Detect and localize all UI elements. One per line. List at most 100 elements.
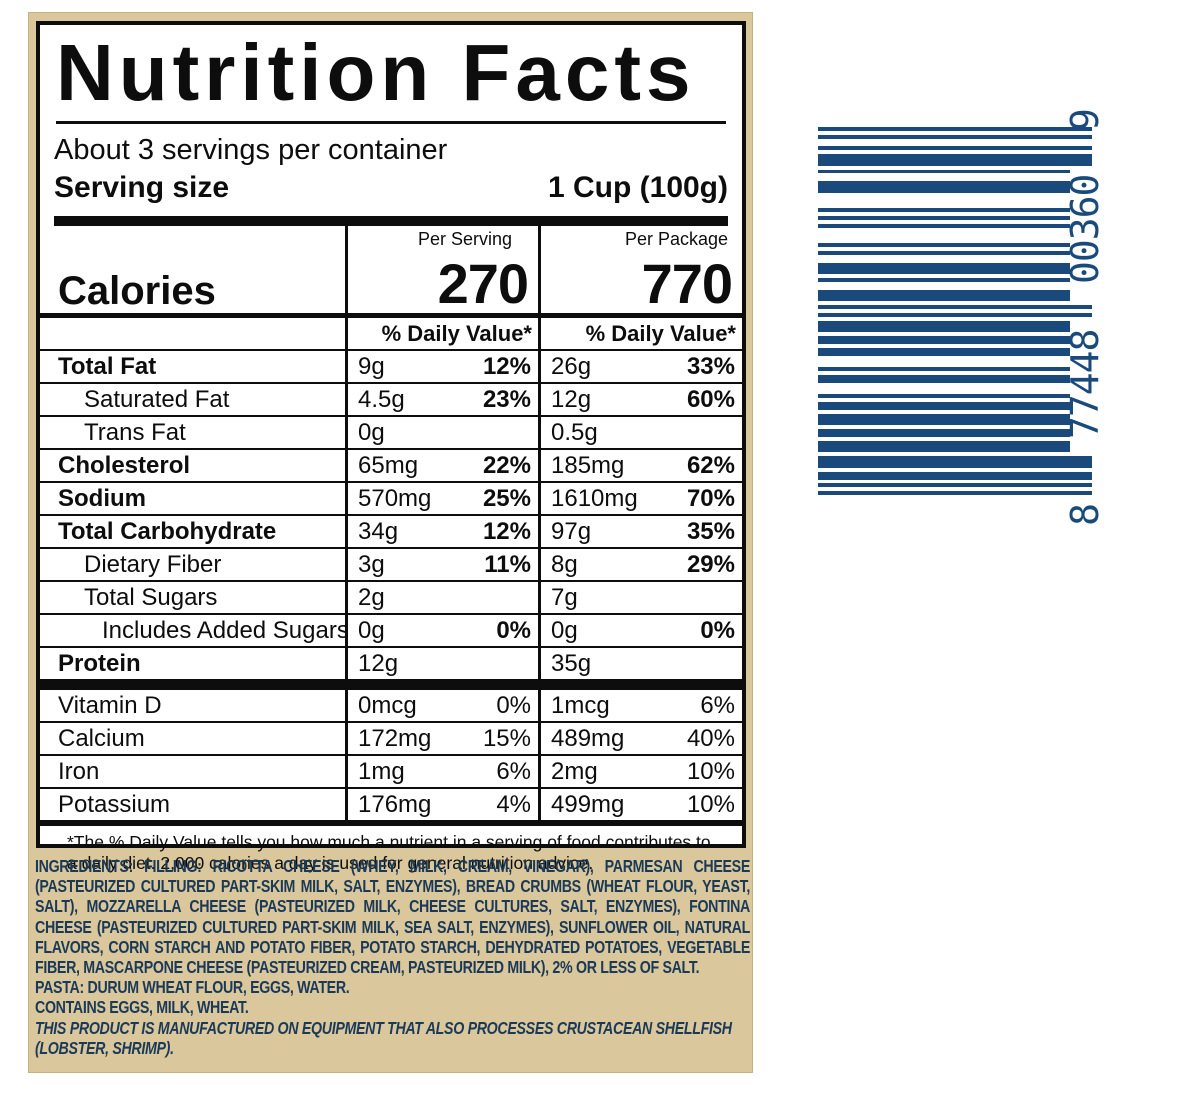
barcode-bar [818,429,1070,437]
ingredients-heading: INGREDIENTS: [35,856,134,876]
barcode-bar [818,440,1070,453]
barcode-bar [818,216,1070,220]
per-package-header: Per Package [624,229,728,249]
amount-value: 97g [551,517,592,545]
daily-value-percent: 22% [482,451,531,479]
ingredients-section: INGREDIENTS: FILLING: RICOTTA CHEESE (WH… [35,856,750,1058]
barcode-bar [818,471,1092,480]
amount-cell: 4.5g 23% [345,384,538,415]
barcode-bar [818,289,1070,302]
nutrient-label: Sodium [58,484,146,512]
vitamin-rows: Vitamin D 0mcg 0% 1mcg 6% Calcium 172mg 15% 489m… [40,690,742,820]
nutrient-label: Iron [58,757,100,785]
nutrition-facts-panel: Nutrition Facts About 3 servings per con… [36,21,746,873]
daily-value-header-package: % Daily Value* [585,320,736,346]
barcode-bar [818,491,1092,495]
barcode-bar [818,146,1092,151]
amount-value: 8g [551,550,578,578]
amount-cell: 185mg 62% [538,450,742,481]
vitamin-row: Vitamin D 0mcg 0% 1mcg 6% [40,690,742,723]
nutrient-label: Potassium [58,790,171,818]
vitamin-row: Potassium 176mg 4% 499mg 10% [40,789,742,820]
amount-value: 0mcg [358,691,417,719]
nutrient-table: Per Serving Per Package Calories 270 770… [40,226,742,826]
nutrient-label: Total Fat [58,352,157,380]
nutrient-row: Protein 12g 35g [40,648,742,679]
amount-cell: 499mg 10% [538,789,742,820]
daily-value-percent: 62% [686,451,735,479]
nutrient-row: Total Sugars 2g 7g [40,582,742,615]
amount-value: 0.5g [551,418,598,446]
daily-value-percent: 29% [686,550,735,578]
daily-value-percent: 12% [482,517,531,545]
barcode-bar [818,336,1070,344]
nutrient-rows: Total Fat 9g 12% 26g 33% Saturated Fat 4.5g 23%… [40,351,742,679]
amount-cell: 8g 29% [538,549,742,580]
footnote-line-2: a daily diet. 2,000 calories a day is us… [67,853,594,873]
column-divider-1 [345,226,348,820]
nutrient-label: Calcium [58,724,145,752]
nutrient-row: Saturated Fat 4.5g 23% 12g 60% [40,384,742,417]
upc-barcode: 8 77448 00360 9 [813,85,1107,555]
amount-value: 0g [358,616,385,644]
amount-value: 12g [358,649,399,677]
nutrient-label: Dietary Fiber [84,550,222,578]
column-header-row: Per Serving Per Package [40,226,742,253]
amount-value: 172mg [358,724,432,752]
ingredients-filling-paragraph: INGREDIENTS: FILLING: RICOTTA CHEESE (WH… [35,856,750,977]
vitamin-row: Iron 1mg 6% 2mg 10% [40,756,742,789]
nutrient-row: Trans Fat 0g 0.5g [40,417,742,450]
amount-value: 9g [358,352,385,380]
barcode-bar [818,374,1070,383]
footnote-line-1: *The % Daily Value tells you how much a … [67,832,711,852]
amount-cell: 0g 0% [538,615,742,646]
daily-value-percent: 11% [484,550,531,578]
daily-value-percent: 33% [686,352,735,380]
pasta-label: PASTA: [35,977,84,998]
barcode-bar [818,456,1092,468]
pre-footnote-bar [40,820,742,826]
nutrient-row: Includes Added Sugars 0g 0% 0g 0% [40,615,742,648]
barcode-bar [818,320,1070,333]
amount-value: 0g [358,418,385,446]
amount-cell: 97g 35% [538,516,742,547]
daily-value-percent: 25% [482,484,531,512]
daily-value-percent: 10% [686,790,735,818]
daily-value-percent: 12% [482,352,531,380]
amount-value: 489mg [551,724,625,752]
calories-per-package: 770 [641,252,733,315]
amount-value: 1610mg [551,484,638,512]
pasta-text: DURUM WHEAT FLOUR, EGGS, WATER. [87,977,350,998]
barcode-bar [818,347,1070,356]
barcode-bar [818,169,1070,174]
contains-line: CONTAINS EGGS, MILK, WHEAT. [35,997,249,1018]
amount-cell: 0g 0% [345,615,538,646]
amount-value: 1mg [358,757,405,785]
barcode-bar [818,208,1070,213]
barcode-number-system-digit: 8 [1063,503,1107,526]
nutrient-label: Total Sugars [84,583,218,611]
amount-cell: 0mcg 0% [345,690,538,721]
amount-value: 185mg [551,451,625,479]
servings-per-container: About 3 servings per container [54,134,448,166]
calories-row: Calories 270 770 [40,252,742,315]
amount-value: 34g [358,517,399,545]
vitamin-row: Calcium 172mg 15% 489mg 40% [40,723,742,756]
barcode-bar [818,402,1070,410]
amount-cell: 12g [345,648,538,679]
amount-cell: 0.5g [538,417,742,448]
daily-value-percent: 15% [482,724,531,752]
nutrient-label: Vitamin D [58,691,162,719]
calories-label: Calories [58,269,216,313]
protein-separator-bar [40,679,742,690]
amount-cell: 26g 33% [538,351,742,382]
serving-size-label: Serving size [54,171,230,204]
amount-value: 1mcg [551,691,610,719]
pasta-line: PASTA: DURUM WHEAT FLOUR, EGGS, WATER. [35,977,750,997]
nutrient-label: Includes Added Sugars [102,616,349,644]
barcode-bar [818,127,1092,131]
barcode-rotated-container: 8 77448 00360 9 [813,85,1107,555]
barcode-right-digit-group: 00360 [1063,174,1107,284]
nutrition-facts-title: Nutrition Facts [56,28,696,117]
